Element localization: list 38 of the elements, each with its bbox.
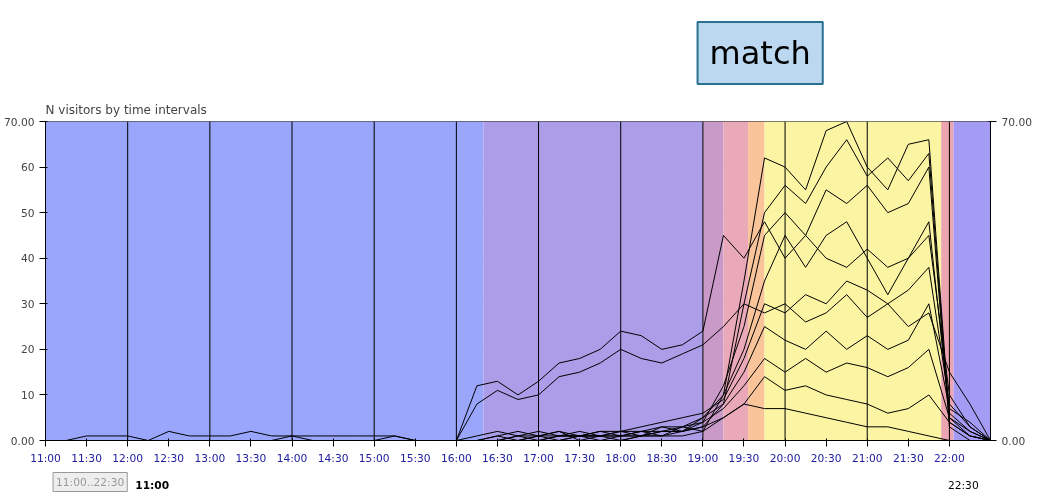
y-tick-label: 30 (20, 297, 35, 311)
x-tick-label: 16:30 (482, 451, 514, 465)
y-tick-label: 70.00 (3, 115, 35, 129)
text: 11:00..22:30 (56, 475, 125, 489)
x-tick-label: 14:00 (276, 451, 308, 465)
x-tick-label: 15:30 (399, 451, 431, 465)
x-tick-label: 18:00 (605, 451, 637, 465)
y-tick-label: 40 (20, 252, 35, 266)
x-tick-label: 17:30 (564, 451, 596, 465)
y-tick-label: 60 (20, 161, 35, 175)
chart-title: N visitors by time intervals (45, 102, 207, 117)
x-tick-label: 19:30 (728, 451, 760, 465)
x-tick-label: 22:00 (934, 451, 965, 465)
x-tick-label: 16:00 (441, 451, 472, 465)
x-tick-label: 13:30 (235, 451, 267, 465)
x-tick-label: 19:00 (687, 451, 719, 465)
x-tick-label: 21:00 (851, 451, 883, 465)
text: 22:30 (947, 478, 979, 492)
x-tick-label: 17:00 (523, 451, 555, 465)
y2-tick-label: 70.00 (1001, 115, 1033, 129)
x-tick-label: 15:00 (358, 451, 390, 465)
text: 11:00 (135, 478, 170, 492)
y-tick-label: 0.00 (10, 434, 35, 448)
x-tick-label: 12:00 (112, 451, 144, 465)
x-tick-label: 14:30 (317, 451, 349, 465)
x-tick-label: 13:00 (194, 451, 226, 465)
y-tick-label: 20 (20, 343, 35, 357)
x-tick-label: 20:30 (810, 451, 842, 465)
text: match (709, 34, 811, 73)
x-tick-label: 21:30 (892, 451, 924, 465)
y-tick-label: 50 (20, 206, 35, 220)
y2-tick-label: 0.00 (1001, 434, 1026, 448)
x-tick-label: 11:00 (30, 451, 62, 465)
y-tick-label: 10 (20, 388, 35, 402)
x-tick-label: 12:30 (153, 451, 185, 465)
x-tick-label: 11:30 (71, 451, 103, 465)
x-tick-label: 18:30 (646, 451, 678, 465)
x-tick-label: 20:00 (769, 451, 801, 465)
